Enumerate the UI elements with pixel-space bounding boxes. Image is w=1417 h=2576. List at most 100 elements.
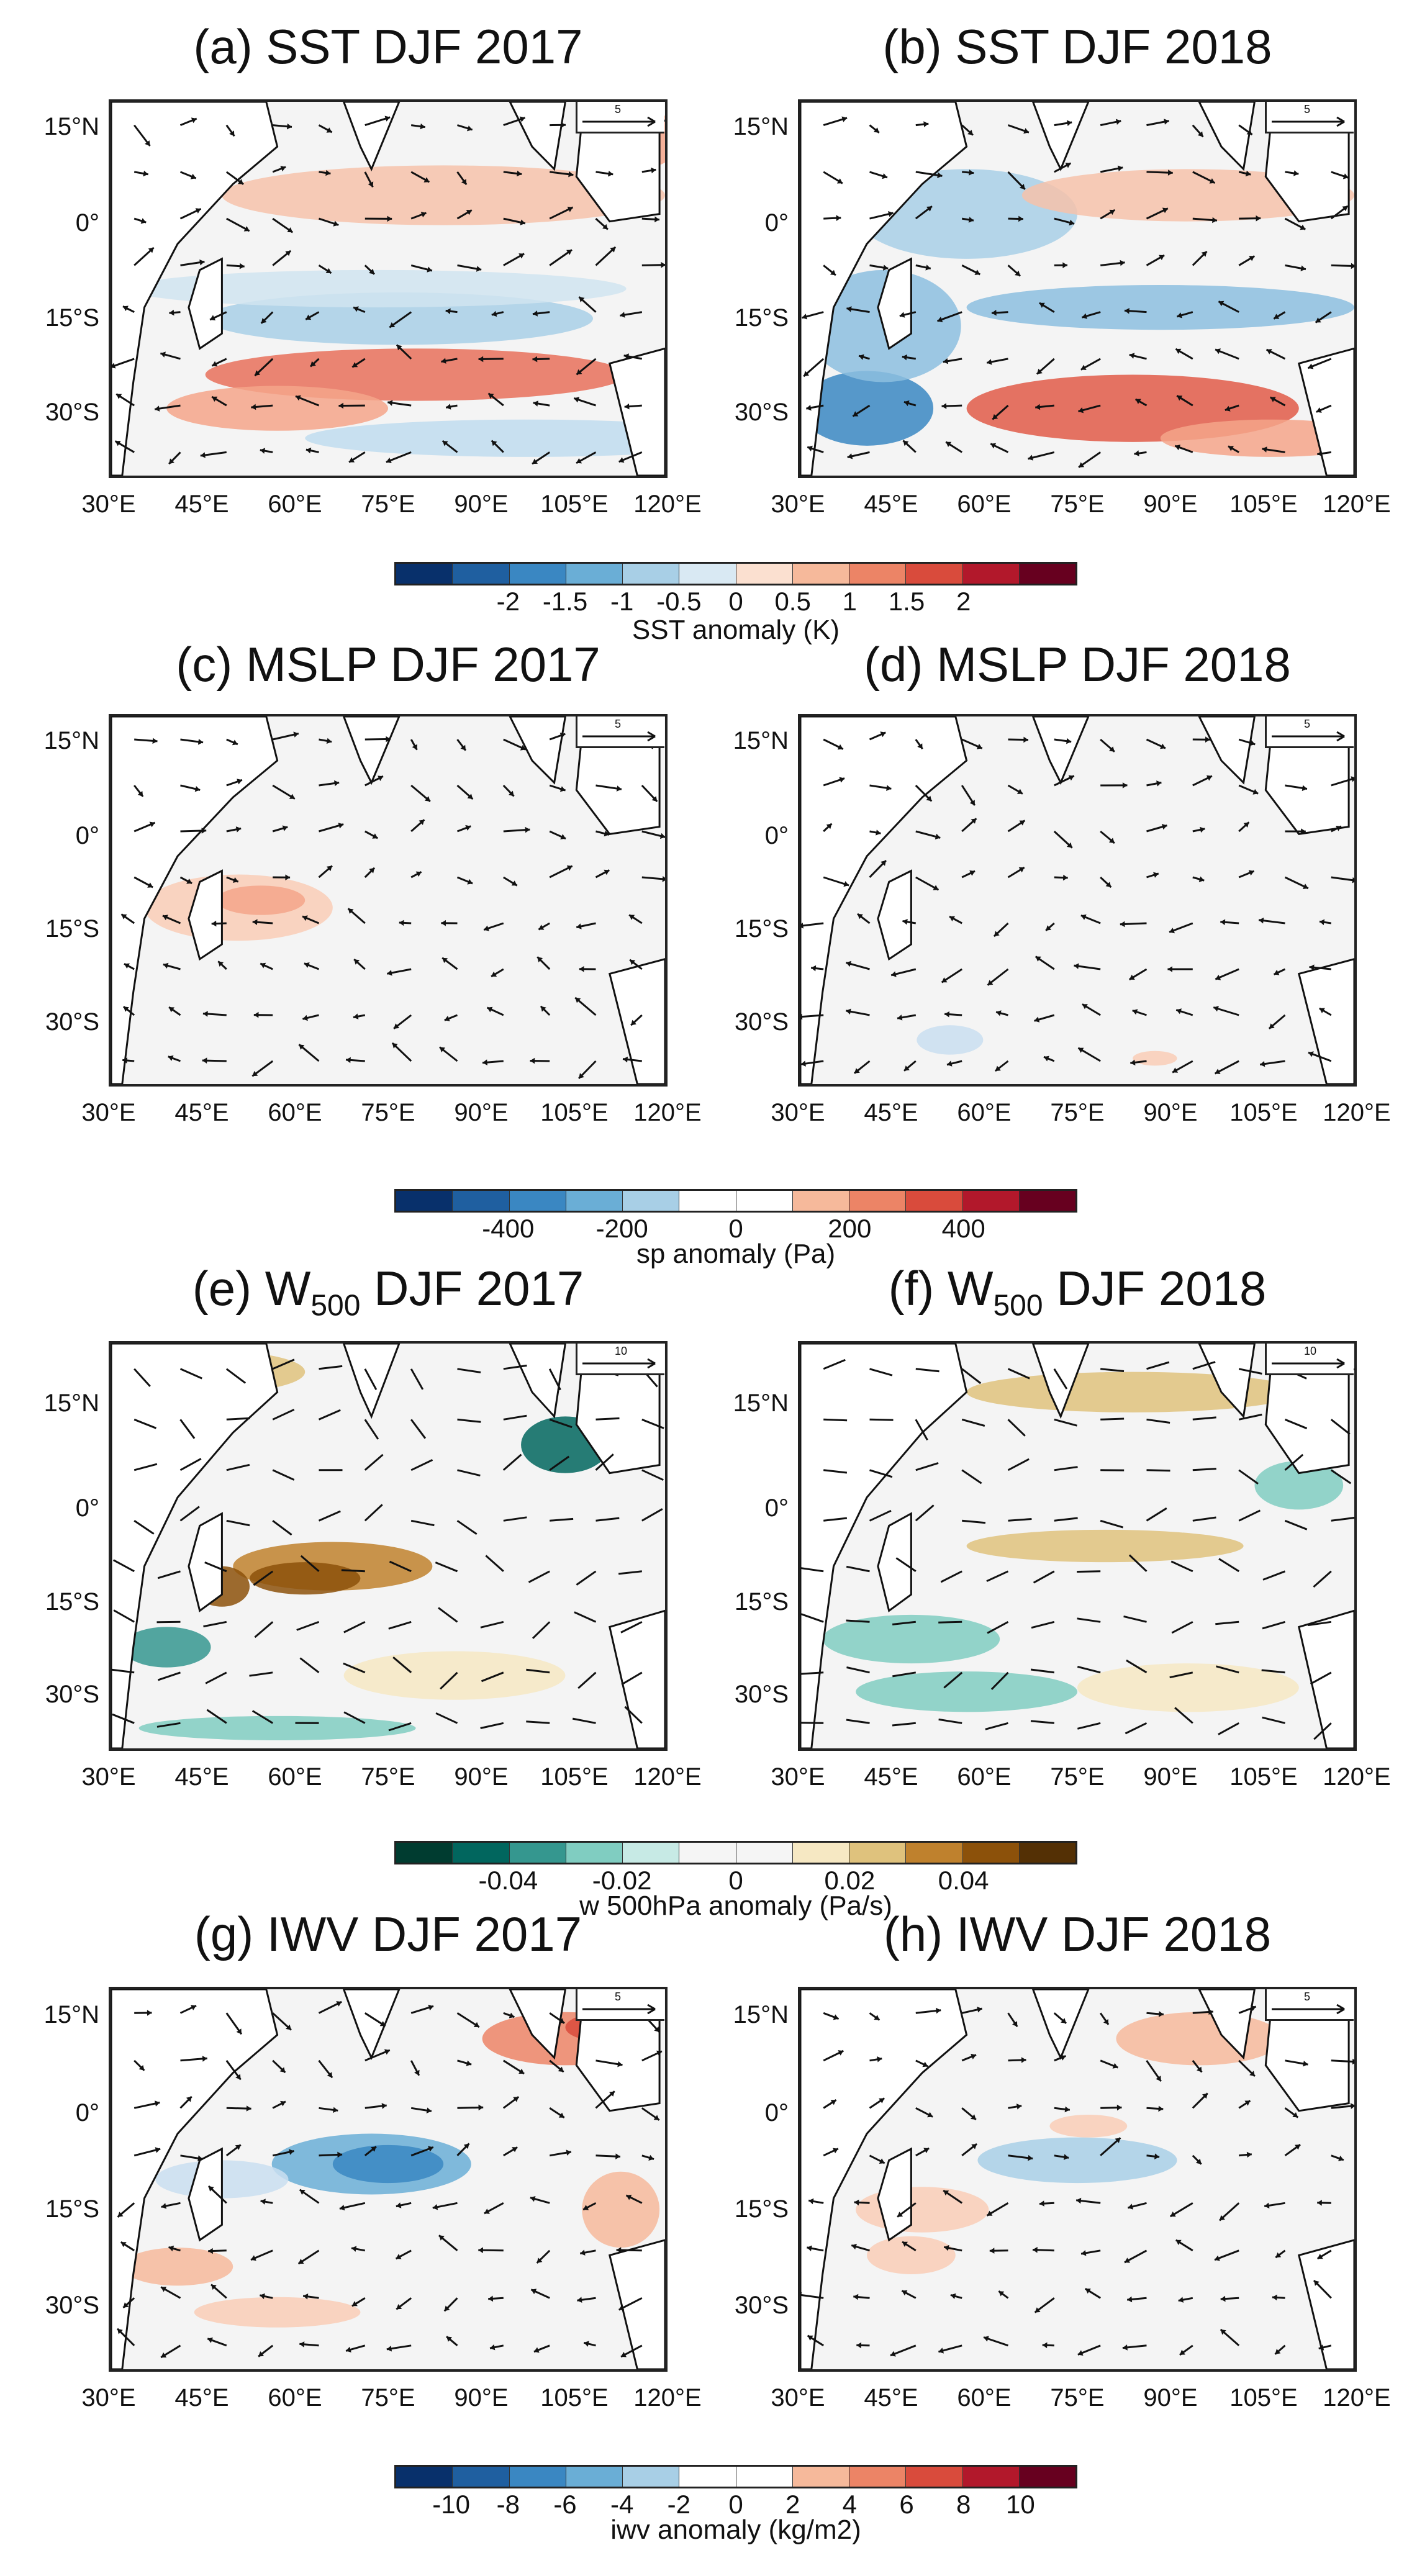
wind-barb	[526, 1720, 550, 1724]
wind-barb	[457, 1418, 481, 1423]
colorbar-swatch	[792, 1191, 849, 1211]
wind-vector-head	[904, 400, 910, 407]
wind-vector-head	[1302, 785, 1307, 792]
wind-barb	[961, 1368, 982, 1385]
wind-vector-head	[1195, 2158, 1202, 2164]
wind-barb	[1170, 1560, 1193, 1573]
anomaly-region	[216, 885, 306, 915]
title-season: DJF 2018	[1067, 637, 1291, 692]
wind-vector-head	[200, 452, 206, 458]
wind-vector-head	[396, 345, 402, 351]
wind-barb	[986, 1570, 1009, 1583]
wind-vector-head	[253, 1011, 259, 1018]
colorbar-swatch	[849, 1843, 907, 1863]
wind-barb	[203, 1620, 227, 1628]
wind-vector-head	[1275, 2252, 1282, 2258]
wind-vector-head	[232, 739, 238, 746]
wind-vector-head	[1201, 251, 1207, 257]
wind-vector-head	[369, 867, 375, 874]
wind-vector-head	[211, 2284, 217, 2290]
wind-vector-head	[533, 2347, 540, 2353]
wind-vector-head	[1062, 874, 1068, 881]
colorbar-swatch	[566, 1191, 623, 1211]
wind-vector-head	[353, 306, 359, 312]
lat-tick-label: 0°	[75, 822, 99, 849]
wind-vector-head	[1019, 820, 1025, 826]
wind-barb	[299, 1657, 320, 1673]
anomaly-region	[305, 419, 665, 457]
wind-vector-head	[484, 925, 489, 931]
lon-tick-label: 75°E	[1050, 490, 1105, 518]
wind-vector-head	[620, 312, 625, 318]
wind-vector-head	[325, 268, 332, 273]
wind-barb	[1262, 1570, 1286, 1581]
wind-vector-head	[111, 363, 116, 369]
wind-vector-head	[558, 2066, 564, 2072]
land-outline	[575, 734, 661, 836]
lon-tick-label: 60°E	[268, 1099, 322, 1126]
wind-vector-head	[881, 860, 886, 866]
wind-vector-head	[950, 2293, 956, 2299]
wind-vector-head	[1066, 738, 1072, 744]
wind-vector-head	[285, 874, 291, 880]
land-outline	[343, 1989, 401, 2060]
wind-vector-head	[923, 2148, 930, 2153]
wind-vector-head	[1270, 397, 1276, 402]
wind-barb	[532, 1621, 551, 1639]
wind-vector-head	[568, 171, 574, 178]
wind-vector-head	[208, 2248, 213, 2254]
land-outline	[608, 958, 665, 1084]
wind-vector-head	[559, 786, 566, 792]
wind-vector-head	[567, 206, 573, 212]
title-variable: (e) W	[192, 1261, 311, 1316]
wind-vector-head	[289, 2149, 294, 2155]
colorbar-swatch	[396, 1191, 453, 1211]
wind-vector-head	[186, 2096, 192, 2102]
wind-barb	[1146, 1469, 1170, 1472]
wind-vector-head	[876, 829, 881, 836]
wind-vector-head	[419, 820, 425, 825]
wind-vector-head	[1028, 2154, 1033, 2161]
wind-vector-head	[287, 227, 293, 233]
wind-vector-head	[1064, 2106, 1070, 2113]
wind-vector-head	[117, 2212, 124, 2217]
reference-vector-e: 10	[576, 1344, 664, 1375]
wind-barb	[1310, 1671, 1332, 1685]
wind-vector-head	[902, 354, 907, 361]
wind-vector	[641, 876, 665, 880]
colorbar-swatch	[1019, 564, 1075, 584]
wind-vector-head	[351, 2301, 358, 2307]
wind-vector-head	[303, 2294, 309, 2300]
wind-vector-head	[623, 353, 629, 359]
wind-vector-head	[519, 116, 525, 122]
wind-vector-head	[155, 405, 160, 412]
wind-vector-head	[1317, 2200, 1322, 2206]
wind-vector-head	[412, 744, 417, 750]
wind-vector-head	[654, 216, 659, 223]
lon-tick-label: 45°E	[174, 2384, 229, 2411]
wind-vector-head	[574, 397, 580, 403]
wind-vector-head	[202, 2056, 207, 2062]
wind-barb	[595, 1417, 620, 1421]
wind-vector-head	[1076, 2197, 1082, 2204]
lon-tick-label: 45°E	[864, 490, 918, 518]
wind-barb	[502, 1453, 522, 1471]
wind-vector-head	[1206, 775, 1212, 781]
wind-vector-head	[243, 226, 250, 232]
wind-vector-head	[530, 2196, 536, 2202]
wind-vector-head	[1249, 2071, 1255, 2077]
lon-tick-label: 90°E	[454, 490, 509, 518]
wind-vector-head	[969, 870, 976, 876]
title-season: DJF 2017	[376, 637, 600, 692]
wind-barb	[112, 1559, 135, 1573]
wind-barb	[1215, 1620, 1239, 1625]
wind-barb	[800, 1613, 824, 1623]
wind-vector-head	[1156, 2076, 1161, 2082]
lat-tick-label: 30°S	[45, 1680, 99, 1708]
wind-barb	[388, 1620, 412, 1630]
lon-tick-label: 75°E	[1050, 1099, 1105, 1126]
lon-tick-label: 75°E	[1050, 1763, 1105, 1791]
wind-barb	[226, 1417, 250, 1421]
wind-vector-head	[859, 354, 864, 360]
wind-vector-head	[1252, 789, 1259, 795]
